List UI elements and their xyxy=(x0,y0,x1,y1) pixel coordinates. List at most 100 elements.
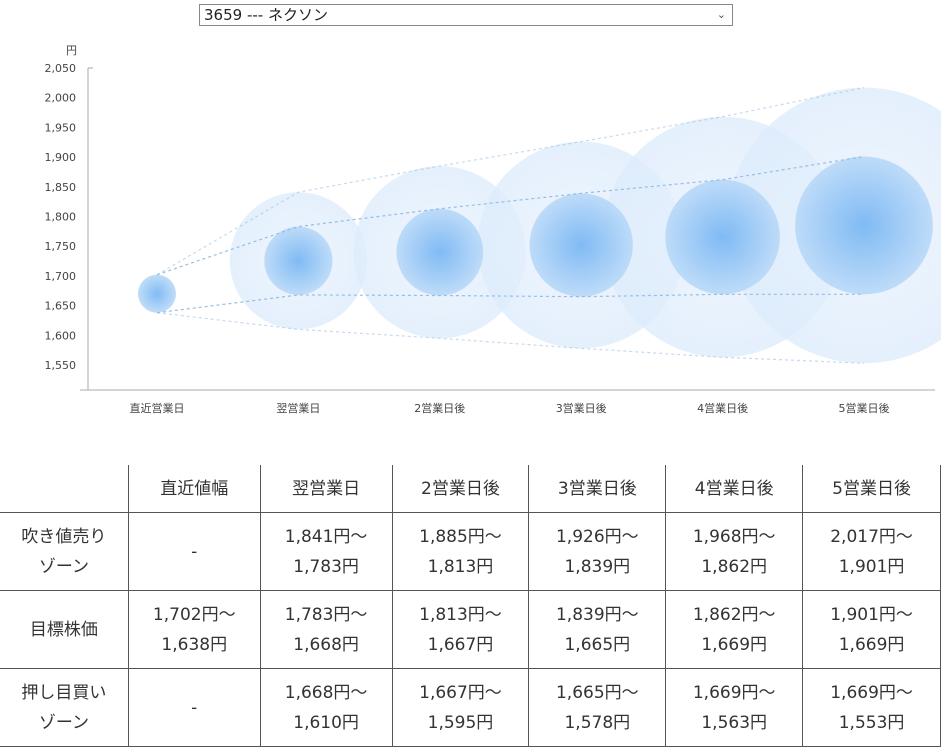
table-cell: 1,669円～ 1,553円 xyxy=(802,668,941,747)
cell-value: 1,563円 xyxy=(701,712,768,733)
cell-value: 1,665円～ xyxy=(555,682,639,703)
cell-value: 1,862円 xyxy=(701,556,768,577)
target-range-bubble xyxy=(137,274,177,313)
x-tick-label: 直近営業日 xyxy=(130,401,185,415)
buy-zone-bottom-line xyxy=(156,312,865,364)
column-header: 翌営業日 xyxy=(259,465,393,513)
cell-value: 1,669円～ xyxy=(830,682,913,703)
stock-select[interactable]: 3659 --- ネクソン ⌄ xyxy=(199,4,733,26)
cell-value: 1,839円～ xyxy=(555,604,639,625)
cell-value: 1,667円 xyxy=(427,634,494,655)
cell-value: 1,839円 xyxy=(564,556,631,577)
sell-zone-top-line xyxy=(156,87,865,276)
column-header: 2営業日後 xyxy=(391,465,530,513)
chevron-down-icon: ⌄ xyxy=(716,8,726,21)
column-header: 5営業日後 xyxy=(802,465,941,513)
cell-value: 2,017円～ xyxy=(830,526,913,547)
row-label-line: 吹き値売り xyxy=(21,526,107,547)
y-tick-label: 1,700 xyxy=(45,270,77,283)
cell-value: 1,702円～ xyxy=(152,604,236,625)
table-row: 押し目買いゾーン - 1,668円～ 1,610円 1,667円～ 1,595円 1,665… xyxy=(0,668,941,747)
row-label-line: 押し目買い xyxy=(21,682,107,703)
row-label: 吹き値売り ゾーン xyxy=(0,512,129,591)
row-label: 押し目買い ゾーン xyxy=(0,668,129,747)
table-cell: 1,667円～ 1,595円 xyxy=(391,668,530,747)
cell-value: 1,638円 xyxy=(161,634,228,655)
cell-value: 1,901円～ xyxy=(830,604,913,625)
y-tick-label: 1,600 xyxy=(45,329,77,342)
target-high-line xyxy=(156,155,865,276)
cell-value: 1,783円～ xyxy=(284,604,368,625)
row-label: 目標株価 xyxy=(0,590,129,669)
table-cell: 1,813円～ 1,667円 xyxy=(391,590,530,669)
table-cell: 1,885円～ 1,813円 xyxy=(391,512,530,591)
y-tick-label: 2,050 xyxy=(45,62,77,75)
cell-value: 1,667円～ xyxy=(419,682,502,703)
cell-value: 1,841円～ xyxy=(284,526,368,547)
target-range-bubble xyxy=(795,156,933,295)
cell-value: 1,813円 xyxy=(427,556,494,577)
cell-value: 1,669円～ xyxy=(692,682,776,703)
cell-value: 1,665円 xyxy=(564,634,631,655)
table-cell: 1,665円～ 1,578円 xyxy=(528,668,667,747)
table-cell: 1,926円～ 1,839円 xyxy=(528,512,667,591)
table-row: 目標株価 1,702円～ 1,638円 1,783円～ 1,668円 1,813円～ 1,6… xyxy=(0,590,941,669)
table-cell: 2,017円～ 1,901円 xyxy=(802,512,941,591)
target-range-bubble xyxy=(665,179,780,295)
y-tick-label: 2,000 xyxy=(45,92,77,105)
table-cell: 1,669円～ 1,563円 xyxy=(665,668,804,747)
table-cell: 1,968円～ 1,862円 xyxy=(665,512,804,591)
cell-value: - xyxy=(191,541,198,562)
cell-value: 1,553円 xyxy=(838,712,905,733)
cell-value: 1,783円 xyxy=(293,556,359,577)
cell-value: 1,968円～ xyxy=(692,526,776,547)
y-tick-label: 1,550 xyxy=(45,359,77,372)
x-tick-label: 4営業日後 xyxy=(697,401,748,415)
row-label-line: 目標株価 xyxy=(29,619,98,640)
y-tick-label: 1,650 xyxy=(45,300,77,313)
x-tick-label: 3営業日後 xyxy=(556,401,607,415)
table-cell: - xyxy=(127,512,261,591)
cell-value: 1,578円 xyxy=(564,712,631,733)
cell-value: 1,669円 xyxy=(701,634,768,655)
target-low-line xyxy=(156,293,864,314)
cell-value: 1,885円～ xyxy=(419,526,502,547)
table-cell: 1,841円～ 1,783円 xyxy=(259,512,393,591)
table-cell: 1,862円～ 1,669円 xyxy=(665,590,804,669)
row-label-line: ゾーン xyxy=(38,556,89,577)
cell-value: 1,862円～ xyxy=(692,604,776,625)
table-cell: 1,901円～ 1,669円 xyxy=(802,590,941,669)
column-header: 3営業日後 xyxy=(528,465,667,513)
target-range-bubble xyxy=(264,226,333,295)
target-range-bubble xyxy=(529,193,633,297)
cell-value: - xyxy=(191,697,198,718)
cell-value: 1,901円 xyxy=(838,556,905,577)
cell-value: 1,668円～ xyxy=(284,682,368,703)
y-tick-label: 1,800 xyxy=(45,211,77,224)
cell-value: 1,668円 xyxy=(293,634,359,655)
x-tick-label: 翌営業日 xyxy=(276,401,320,415)
x-tick-label: 5営業日後 xyxy=(839,401,890,415)
table-cell: 1,839円～ 1,665円 xyxy=(528,590,667,669)
table-header-row: 直近値幅 翌営業日 2営業日後 3営業日後 4営業日後 5営業日後 xyxy=(0,465,941,513)
table-cell: 1,668円～ 1,610円 xyxy=(259,668,393,747)
table-cell: 1,783円～ 1,668円 xyxy=(259,590,393,669)
column-header xyxy=(0,465,129,513)
table-cell: 1,702円～ 1,638円 xyxy=(127,590,261,669)
y-tick-label: 1,850 xyxy=(45,181,77,194)
cell-value: 1,926円～ xyxy=(555,526,639,547)
price-range-chart: 円 2,050 2,000 1,950 1,900 1,850 1,800 1,750 1,70… xyxy=(45,44,941,415)
cell-value: 1,669円 xyxy=(838,634,905,655)
column-header: 4営業日後 xyxy=(665,465,804,513)
column-header: 直近値幅 xyxy=(127,465,261,513)
target-range-bubble xyxy=(396,208,484,296)
cell-value: 1,595円 xyxy=(427,712,494,733)
y-tick-label: 1,750 xyxy=(45,240,77,253)
price-zone-table: 直近値幅 翌営業日 2営業日後 3営業日後 4営業日後 5営業日後吹き値売りゾーン - 1,8… xyxy=(0,465,941,747)
cell-value: 1,813円～ xyxy=(419,604,502,625)
table-cell: - xyxy=(127,668,261,747)
cell-value: 1,610円 xyxy=(293,712,359,733)
x-tick-label: 2営業日後 xyxy=(414,401,465,415)
row-label-line: ゾーン xyxy=(38,712,89,733)
y-unit-label: 円 xyxy=(66,44,77,57)
